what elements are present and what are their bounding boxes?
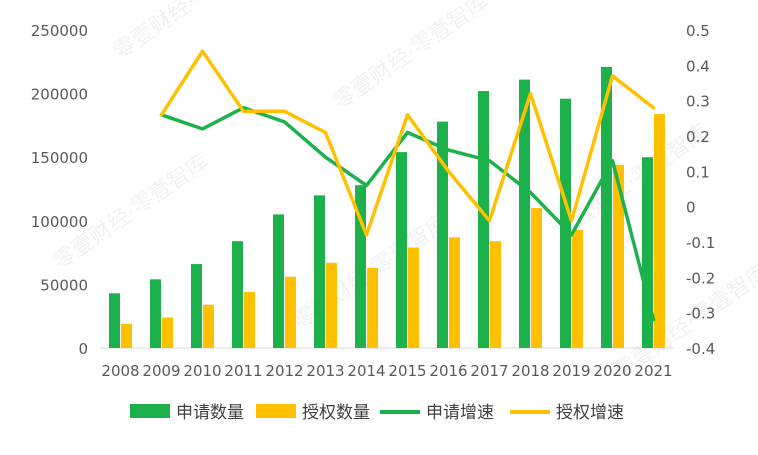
y2-tick-label: -0.2 <box>686 269 715 287</box>
line-application-growth <box>159 105 656 322</box>
x-tick-label: 2012 <box>265 362 303 380</box>
bar-application-count <box>519 79 530 348</box>
bar-grant-count <box>244 292 255 348</box>
watermark-text: 零壹财经·零壹智库 <box>109 0 273 65</box>
bar-application-count <box>601 66 612 348</box>
y-tick-label: 0 <box>78 340 88 358</box>
x-tick-label: 2020 <box>593 362 631 380</box>
bar-grant-count <box>367 267 378 348</box>
legend-application-count-swatch <box>130 404 170 418</box>
legend-grant-growth-label: 授权增速 <box>556 403 624 423</box>
x-tick-label: 2009 <box>142 362 180 380</box>
y2-tick-label: 0 <box>686 199 696 217</box>
y2-tick-label: -0.4 <box>686 340 715 358</box>
bar-application-count <box>232 241 243 348</box>
y-tick-label: 250000 <box>31 22 88 40</box>
bar-application-count <box>478 91 489 348</box>
bar-grant-count <box>490 241 501 348</box>
bar-application-count <box>642 157 653 348</box>
y2-tick-label: 0.4 <box>686 57 710 75</box>
line-grant-growth <box>159 49 656 237</box>
bar-grant-count <box>162 317 173 348</box>
bar-grant-count <box>326 262 337 348</box>
y2-tick-label: 0.3 <box>686 93 710 111</box>
bar-grant-count <box>285 276 296 348</box>
bar-grant-count <box>203 304 214 348</box>
y-tick-label: 200000 <box>31 86 88 104</box>
x-tick-label: 2013 <box>306 362 344 380</box>
bar-application-count <box>273 214 284 348</box>
x-tick-label: 2014 <box>347 362 385 380</box>
bar-application-count <box>191 264 202 348</box>
y-tick-label: 50000 <box>40 276 88 294</box>
bar-grant-count <box>121 323 132 348</box>
x-tick-label: 2015 <box>388 362 426 380</box>
x-tick-label: 2019 <box>552 362 590 380</box>
bar-application-count <box>314 195 325 348</box>
bar-grant-count <box>654 113 665 349</box>
bar-grant-count <box>408 247 419 348</box>
bar-application-count <box>355 185 366 348</box>
x-tick-label: 2011 <box>224 362 262 380</box>
x-tick-label: 2010 <box>183 362 221 380</box>
bar-grant-count <box>531 208 542 348</box>
bar-grant-count <box>449 237 460 348</box>
y2-tick-label: 0.1 <box>686 163 710 181</box>
x-tick-label: 2021 <box>634 362 672 380</box>
y2-tick-label: -0.3 <box>686 305 715 323</box>
legend-grant-count-label: 授权数量 <box>302 403 370 423</box>
y2-tick-label: 0.2 <box>686 128 710 146</box>
bar-grant-count <box>572 229 583 348</box>
legend-application-count-label: 申请数量 <box>176 403 244 423</box>
bar-application-count <box>396 152 407 348</box>
x-tick-label: 2016 <box>429 362 467 380</box>
x-tick-label: 2018 <box>511 362 549 380</box>
y2-tick-label: 0.5 <box>686 22 710 40</box>
legend-grant-count-swatch <box>256 404 296 418</box>
bar-application-count <box>560 98 571 348</box>
y-tick-label: 150000 <box>31 149 88 167</box>
y2-tick-label: -0.1 <box>686 234 715 252</box>
x-tick-label: 2017 <box>470 362 508 380</box>
bar-application-count <box>437 121 448 348</box>
legend-application-growth-label: 申请增速 <box>426 403 494 423</box>
x-tick-label: 2008 <box>101 362 139 380</box>
y-tick-label: 100000 <box>31 213 88 231</box>
watermark-text: 零壹财经·零壹智库 <box>329 0 493 115</box>
bar-application-count <box>150 279 161 348</box>
bar-application-count <box>109 293 120 348</box>
bar-grant-count <box>613 164 624 348</box>
